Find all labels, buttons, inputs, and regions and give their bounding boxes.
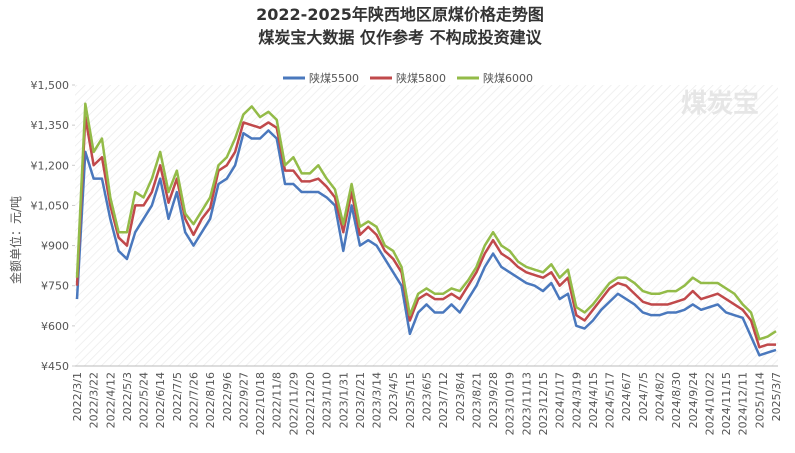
y-tick-label: ¥1,050 [31,199,70,212]
x-tick-label: 2022/12/20 [304,372,317,435]
x-tick-label: 2022/11/8 [271,372,284,428]
x-tick-label: 2022/10/18 [254,372,267,435]
y-tick-label: ¥600 [41,320,69,333]
x-tick-label: 2024/3/19 [570,372,583,428]
x-tick-label: 2022/6/14 [154,372,167,428]
x-tick-label: 2024/5/17 [604,372,617,428]
x-tick-label: 2024/12/11 [737,372,750,435]
x-tick-label: 2023/6/5 [421,372,434,421]
series-line [75,115,776,349]
y-tick-label: ¥1,500 [31,79,70,92]
chart-title: 2022-2025年陕西地区原煤价格走势图 [256,5,544,24]
x-tick-label: 2022/9/27 [237,372,250,428]
x-tick-label: 2022/5/3 [121,372,134,421]
y-tick-label: ¥900 [41,240,69,253]
x-tick-label: 2024/7/5 [637,372,650,421]
x-tick-label: 2023/11/13 [520,372,533,435]
watermark: 煤炭宝 [681,88,759,119]
y-tick-label: ¥1,350 [31,119,70,132]
x-tick-label: 2023/3/14 [371,372,384,428]
x-tick-label: 2024/9/24 [687,372,700,428]
legend-label: 陕煤5500 [309,71,359,85]
x-tick-label: 2023/7/12 [437,372,450,428]
x-tick-label: 2023/4/5 [387,372,400,421]
x-tick-label: 2024/1/17 [554,372,567,428]
x-tick-label: 2024/8/2 [654,372,667,421]
series-line [75,102,777,341]
x-tick-label: 2023/10/19 [504,372,517,435]
x-tick-label: 2025/3/7 [770,372,783,421]
x-tick-label: 2023/9/28 [487,372,500,428]
x-tick-label: 2023/5/15 [404,372,417,428]
y-tick-label: ¥450 [41,360,69,373]
x-tick-label: 2023/1/31 [337,372,350,428]
x-tick-label: 2022/11/29 [287,372,300,435]
x-tick-label: 2024/6/7 [620,372,633,421]
legend-label: 陕煤6000 [483,71,533,85]
x-tick-label: 2022/5/24 [138,372,151,428]
x-tick-label: 2024/4/15 [587,372,600,428]
plot-background [75,85,778,366]
x-tick-label: 2022/4/12 [104,372,117,428]
chart-subtitle: 煤炭宝大数据 仅作参考 不构成投资建议 [258,28,542,47]
x-tick-label: 2022/9/6 [221,372,234,421]
x-tick-label: 2022/7/5 [171,372,184,421]
y-tick-label: ¥750 [41,280,69,293]
x-tick-label: 2023/1/10 [321,372,334,428]
x-tick-label: 2022/8/16 [204,372,217,428]
x-tick-label: 2024/10/22 [703,372,716,435]
x-tick-label: 2022/7/26 [188,372,201,428]
series-line [75,129,777,357]
y-tick-label: ¥1,200 [31,159,70,172]
x-tick-label: 2024/8/30 [670,372,683,428]
x-tick-label: 2022/3/1 [71,372,84,421]
x-tick-label: 2023/2/21 [354,372,367,428]
x-tick-label: 2024/11/15 [720,372,733,435]
x-tick-label: 2023/8/4 [454,372,467,421]
x-tick-label: 2023/8/21 [470,372,483,428]
x-tick-label: 2023/12/15 [537,372,550,435]
x-tick-label: 2022/3/22 [88,372,101,428]
y-axis-label: 金额单位：元/吨 [8,196,23,284]
x-tick-label: 2025/1/14 [753,372,766,428]
legend-label: 陕煤5800 [396,71,446,85]
